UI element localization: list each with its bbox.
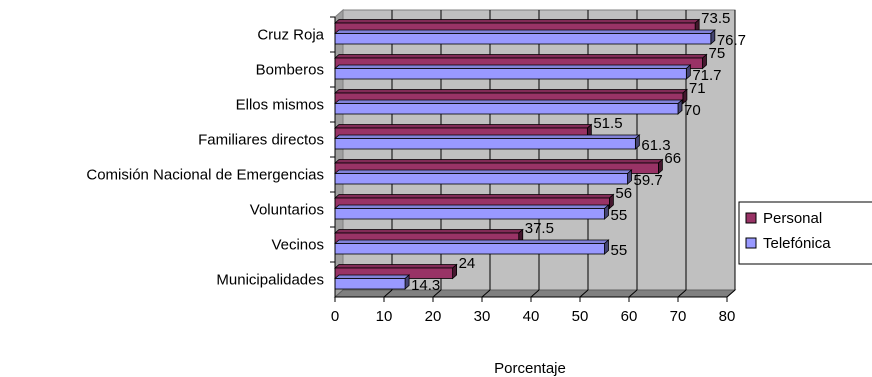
bar-telef-nica <box>334 243 605 255</box>
bar-telef-nica <box>334 103 679 115</box>
gridline-floor <box>628 289 638 298</box>
gridline-floor <box>383 289 393 298</box>
data-label: 71 <box>689 80 706 97</box>
legend-label: Telefónica <box>763 235 831 252</box>
legend: Personal Telefónica <box>738 201 872 265</box>
x-axis-title: Porcentaje <box>494 360 566 377</box>
bar-telef-nica <box>334 68 687 80</box>
bar-telef-nica-top <box>333 239 610 244</box>
x-tick-label: 30 <box>474 308 491 325</box>
bar-telef-nica-top <box>333 29 716 34</box>
labels: 0 10 20 30 40 50 60 70 80 Cruz Roja 73.5 76.7 Bomber… <box>86 10 746 325</box>
x-tick-label: 60 <box>621 308 638 325</box>
gridline-floor <box>432 289 442 298</box>
category-label: Comisión Nacional de Emergencias <box>86 167 324 184</box>
bar-telef-nica-top <box>333 99 684 104</box>
data-label: 70 <box>684 102 701 119</box>
data-label: 51.5 <box>593 115 622 132</box>
gridline-floor <box>530 289 540 298</box>
category-label: Vecinos <box>271 237 324 254</box>
data-label: 24 <box>459 255 476 272</box>
category-label: Ellos mismos <box>236 97 324 114</box>
bar-telef-nica <box>334 278 406 290</box>
x-tick-label: 0 <box>331 308 339 325</box>
gridline-floor <box>726 289 736 298</box>
gridline-floor <box>677 289 687 298</box>
data-label: 73.5 <box>701 10 730 27</box>
data-label: 66 <box>664 150 681 167</box>
x-tick-label: 50 <box>572 308 589 325</box>
bar-telef-nica-top <box>333 169 633 174</box>
x-tick-label: 20 <box>425 308 442 325</box>
x-tick-label: 10 <box>376 308 393 325</box>
data-label: 59.7 <box>634 172 663 189</box>
legend-box <box>738 201 872 265</box>
data-label: 76.7 <box>717 32 746 49</box>
x-tick-label: 70 <box>670 308 687 325</box>
data-label: 56 <box>615 185 632 202</box>
data-label: 75 <box>709 45 726 62</box>
category-label: Municipalidades <box>216 272 324 289</box>
legend-swatch <box>745 237 757 249</box>
bar-telef-nica <box>334 208 605 220</box>
bar-personal-top <box>333 264 458 269</box>
axes <box>330 16 728 302</box>
category-label: Voluntarios <box>250 202 324 219</box>
bar-personal-top <box>333 89 688 94</box>
data-label: 55 <box>611 242 628 259</box>
bar-personal-top <box>333 54 708 59</box>
bar-personal-top <box>333 194 615 199</box>
data-label: 55 <box>611 207 628 224</box>
data-label: 37.5 <box>525 220 554 237</box>
bar-telef-nica-top <box>333 64 692 69</box>
legend-swatch <box>745 212 757 224</box>
bar-telef-nica <box>334 173 628 185</box>
bar-telef-nica-top <box>333 134 641 139</box>
data-label: 14.3 <box>411 277 440 294</box>
data-label: 71.7 <box>692 67 721 84</box>
x-tick-label: 40 <box>523 308 540 325</box>
bar-telef-nica <box>334 138 636 150</box>
gridline-floor <box>579 289 589 298</box>
bar-telef-nica <box>334 33 712 45</box>
data-label: 61.3 <box>641 137 670 154</box>
category-label: Cruz Roja <box>257 27 324 44</box>
bar-personal-top <box>333 229 524 234</box>
bar-personal-top <box>333 19 701 24</box>
x-tick-label: 80 <box>719 308 736 325</box>
bar-telef-nica-top <box>333 204 610 209</box>
category-label: Familiares directos <box>198 132 324 149</box>
bar-personal-top <box>333 124 593 129</box>
bar-personal-top <box>333 159 664 164</box>
legend-label: Personal <box>763 210 822 227</box>
gridline-floor <box>481 289 491 298</box>
category-label: Bomberos <box>256 62 324 79</box>
bars <box>333 18 716 290</box>
bar-telef-nica-top <box>333 274 411 279</box>
